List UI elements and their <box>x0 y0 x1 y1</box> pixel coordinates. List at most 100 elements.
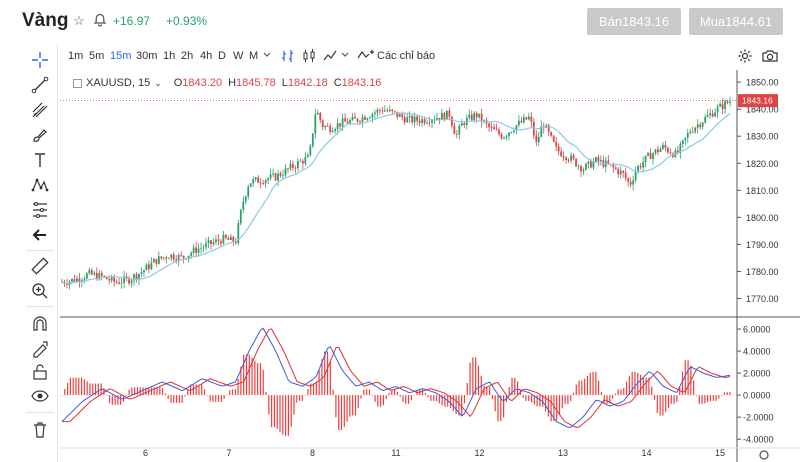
histogram-bar <box>72 377 74 396</box>
timeframe-5m[interactable]: 5m <box>89 50 105 62</box>
candle-body <box>676 150 679 153</box>
histogram-bar <box>578 380 580 396</box>
timeframe-m[interactable]: M <box>249 50 259 62</box>
histogram-bar <box>553 395 555 422</box>
candle-body <box>376 109 379 113</box>
histogram-bar <box>111 395 113 405</box>
histogram-bar <box>61 395 63 396</box>
candle-chart-type-icon[interactable] <box>301 48 317 67</box>
legend-open-label: O <box>173 77 183 89</box>
histogram-bar <box>558 395 561 415</box>
chevron-down-icon[interactable]: ⌄ <box>154 78 162 88</box>
trend-line-icon[interactable] <box>30 75 50 95</box>
timeframe-30m[interactable]: 30m <box>136 50 158 62</box>
candle-body <box>95 272 98 280</box>
histogram-bar <box>338 395 340 431</box>
candle-body <box>724 101 726 110</box>
ruler-icon[interactable] <box>30 256 50 276</box>
histogram-bar <box>159 387 161 396</box>
crosshair-icon[interactable] <box>30 50 50 70</box>
timeframe-1m[interactable]: 1m <box>68 50 84 62</box>
text-icon[interactable] <box>30 150 50 170</box>
indicators-button[interactable]: Các chỉ báo <box>377 50 436 62</box>
chart-canvas[interactable]: 1850.00 1840.00 1830.00 1820.00 1810.00 1800.… <box>60 70 800 462</box>
chevron-down-icon[interactable] <box>340 49 350 62</box>
candle-body <box>441 112 443 120</box>
indicators-icon[interactable] <box>357 48 375 65</box>
histogram-bar <box>394 389 396 396</box>
buy-button[interactable]: Mua1844.61 <box>689 8 783 35</box>
timeframe-d[interactable]: D <box>218 50 226 62</box>
candle-body <box>582 169 585 172</box>
histogram-bar <box>371 395 373 396</box>
timeframe-15m[interactable]: 15m <box>110 50 132 62</box>
lock-drawing-icon[interactable] <box>30 338 50 358</box>
candle-body <box>458 125 461 135</box>
candle-body <box>197 248 200 253</box>
histogram-bar <box>528 395 530 401</box>
candle-body <box>455 134 458 135</box>
timeframe-2h[interactable]: 2h <box>181 50 194 62</box>
histogram-bar <box>575 384 577 396</box>
bar-chart-type-icon[interactable] <box>280 48 296 67</box>
unlock-icon[interactable] <box>30 362 50 382</box>
candle-body <box>306 155 309 158</box>
candle-body <box>391 109 394 112</box>
timeframe-w[interactable]: W <box>233 50 244 62</box>
timeframe-4h[interactable]: 4h <box>200 50 213 62</box>
candle-body <box>518 120 520 126</box>
histogram-bar <box>80 377 83 396</box>
time-tick-label: 14 <box>641 448 651 458</box>
histogram-bar <box>335 395 337 418</box>
line-chart-type-icon[interactable] <box>322 48 338 67</box>
pitchfork-icon[interactable] <box>30 100 50 120</box>
sell-button[interactable]: Bán1843.16 <box>587 8 681 35</box>
chevron-down-icon[interactable] <box>262 49 272 62</box>
pattern-icon[interactable] <box>30 175 50 195</box>
histogram-bar <box>449 395 452 408</box>
timeframe-1h[interactable]: 1h <box>163 50 176 62</box>
histogram-bar <box>511 377 513 396</box>
back-arrow-icon[interactable] <box>30 225 50 245</box>
histogram-bar <box>564 395 566 404</box>
histogram-bar <box>94 383 97 396</box>
candle-body <box>227 238 230 240</box>
histogram-bar <box>477 365 480 396</box>
histogram-bar <box>712 395 714 401</box>
histogram-bar <box>413 395 415 396</box>
candle-body <box>299 160 302 162</box>
histogram-bar <box>556 395 558 421</box>
histogram-bar <box>310 383 312 396</box>
histogram-bar <box>298 395 301 401</box>
candle-body <box>505 136 508 138</box>
histogram-bar <box>665 395 667 412</box>
candle-body <box>257 177 260 183</box>
histogram-bar <box>489 386 491 396</box>
eye-icon[interactable] <box>30 386 50 406</box>
candle-body <box>719 103 721 107</box>
histogram-bar <box>388 392 390 396</box>
candle-body <box>580 165 582 172</box>
trash-icon[interactable] <box>30 420 50 440</box>
histogram-bar <box>572 392 575 396</box>
price-chart[interactable]: 1850.00 1840.00 1830.00 1820.00 1810.00 1800.… <box>60 70 800 462</box>
candle-body <box>508 132 510 137</box>
candle-body <box>527 116 530 120</box>
histogram-bar <box>634 371 636 396</box>
bell-icon[interactable] <box>92 13 108 29</box>
candle-body <box>361 117 364 123</box>
candle-body <box>560 151 563 157</box>
histogram-bar <box>715 395 717 401</box>
brush-icon[interactable] <box>30 125 50 145</box>
zoom-in-icon[interactable] <box>30 281 50 301</box>
legend-collapse-icon[interactable] <box>73 79 82 88</box>
fib-icon[interactable] <box>30 200 50 220</box>
legend-symbol[interactable]: XAUUSD, 15 <box>86 77 151 89</box>
candle-body <box>125 276 128 278</box>
camera-icon[interactable] <box>761 48 779 67</box>
magnet-icon[interactable] <box>30 314 50 334</box>
gear-icon[interactable] <box>737 48 753 67</box>
gear-icon[interactable] <box>759 450 769 460</box>
star-icon[interactable]: ☆ <box>73 13 85 28</box>
candle-body <box>393 111 396 112</box>
